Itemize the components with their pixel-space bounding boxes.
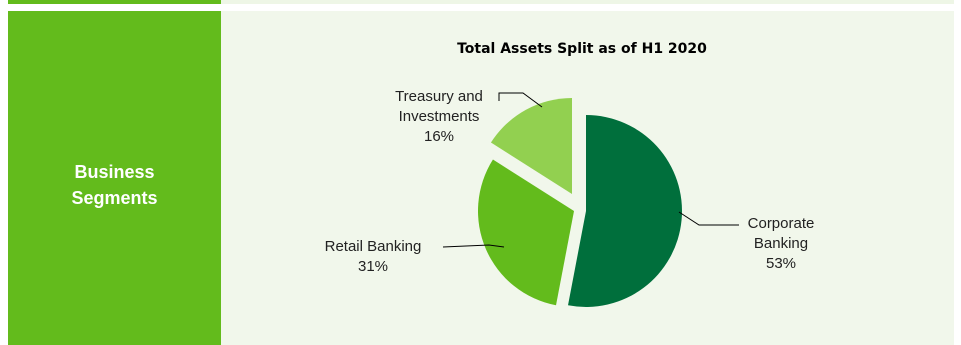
section-title: Business Segments [8, 159, 221, 211]
data-label-treasury-investments-value: 16% [424, 128, 454, 145]
leader-line-corporate [678, 211, 739, 226]
data-label-corporate-banking-text: Corporate [748, 215, 815, 232]
pie-slice-treasury-investments [490, 98, 572, 194]
leader-line-retail [442, 244, 505, 248]
top-accent-bar [8, 0, 221, 4]
data-label-treasury-investments-text: Investments [399, 108, 480, 125]
data-label-retail-banking-value: 31% [358, 258, 388, 275]
pie-slice-corporate-banking [568, 115, 682, 307]
data-label-retail-banking-text: Retail Banking [325, 238, 422, 255]
data-label-treasury-investments-text: Treasury and [395, 88, 483, 105]
chart-panel: Total Assets Split as of H1 2020 Corpora… [221, 11, 954, 345]
sidebar-section-header: Business Segments [8, 11, 221, 345]
section-title-line1: Business [74, 162, 155, 182]
chart-title: Total Assets Split as of H1 2020 [457, 41, 707, 57]
section-title-line2: Segments [71, 188, 158, 208]
pie-slice-retail-banking [478, 159, 574, 306]
pie-chart: Total Assets Split as of H1 2020 Corpora… [325, 41, 815, 307]
data-label-corporate-banking-value: 53% [766, 255, 796, 272]
top-panel-strip [221, 0, 954, 4]
leader-line-treasury [498, 92, 543, 108]
data-label-corporate-banking-text: Banking [754, 235, 808, 252]
